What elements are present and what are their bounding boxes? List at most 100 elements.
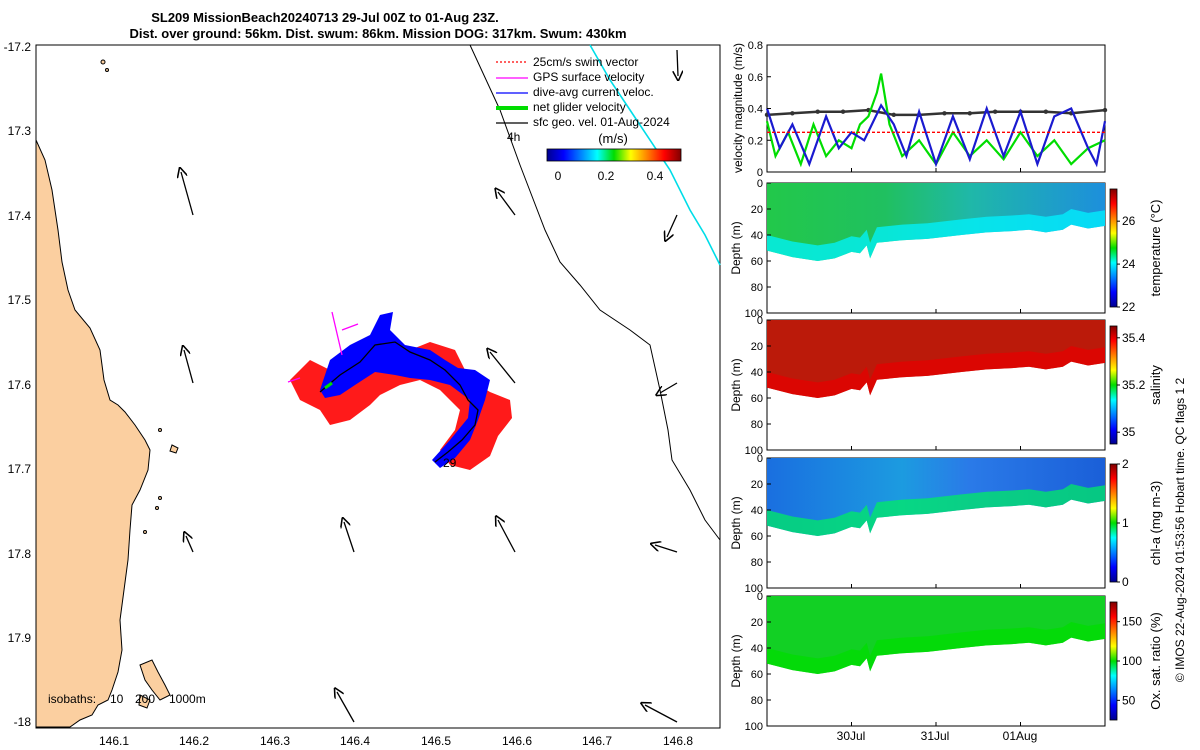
velocity-point [815, 109, 820, 114]
section-ytick: 80 [751, 557, 763, 569]
time-axis: 30Jul 31Jul 01Aug [837, 729, 1038, 743]
footer-credit: © IMOS 22-Aug-2024 01:53:56 Hobart time.… [1173, 378, 1187, 683]
sfc-arrow [337, 692, 355, 723]
map-ytick: 17.9 [8, 631, 32, 645]
section-ytick: 40 [751, 505, 763, 517]
isobath-value: 10 [110, 692, 124, 706]
sfc-arrow [344, 522, 355, 553]
glider-track-group [287, 311, 512, 470]
colorbar-label: temperature (°C) [1148, 200, 1163, 297]
colorbar-label: Ox. sat. ratio (%) [1148, 612, 1163, 710]
isobath-1000 [589, 44, 721, 266]
colorbar-tick: 35.2 [1122, 378, 1146, 392]
section-ylabel: Depth (m) [729, 221, 743, 274]
speed-colorbar-tick: 0.4 [647, 169, 664, 183]
speed-colorbar [546, 148, 682, 162]
sfc-arrow [498, 520, 516, 553]
section-ytick: 60 [751, 256, 763, 268]
sfc-arrow [181, 172, 194, 216]
colorbar-tick: 22 [1122, 300, 1136, 314]
section-ytick: 0 [757, 591, 763, 603]
section-ylabel: Depth (m) [729, 358, 743, 411]
sfc-arrow [498, 192, 516, 216]
map-ytick: -17.2 [4, 40, 32, 54]
velocity-point [1102, 107, 1108, 113]
section-temperature: 0 20 40 60 80 100 Depth (m) 22 24 26 temperature (… [729, 178, 1163, 320]
time-tick: 30Jul [837, 729, 866, 743]
section-ytick: 0 [757, 453, 763, 465]
figure-title-line2: Dist. over ground: 56km. Dist. swum: 86k… [129, 26, 626, 41]
colorbar-tick: 35.4 [1122, 331, 1146, 345]
section-ytick: 100 [745, 308, 763, 320]
map-panel: 29 25cm/s swim vector GPS surface veloci… [4, 40, 721, 748]
isobaths-label: isobaths: [48, 692, 96, 706]
dive-avg-current-cloud [320, 312, 490, 468]
island-1 [139, 659, 171, 701]
section-colorbar [1109, 601, 1118, 721]
figure-title-line1: SL209 MissionBeach20240713 29-Jul 00Z to… [151, 10, 499, 25]
velocity-ytick: 0 [757, 167, 763, 179]
velocity-ylabel: velocity magnitude (m/s) [731, 43, 745, 173]
map-ytick: 17.4 [8, 209, 32, 223]
isobath-200 [469, 44, 721, 541]
map-xtick: 146.8 [663, 734, 693, 748]
section-ytick: 40 [751, 643, 763, 655]
sfc-arrow [186, 536, 194, 553]
sfc-arrow [655, 545, 678, 553]
speed-colorbar-tick: 0 [555, 169, 562, 183]
section-oxygen-saturation: 0 20 40 60 80 100 Depth (m) 50 100 150 Ox. sat. ra… [729, 591, 1163, 733]
velocity-series-sfc-geo [766, 108, 1106, 117]
velocity-point [891, 112, 896, 118]
net-glider-velocity-marks [324, 381, 333, 390]
label-29: 29 [443, 456, 457, 470]
section-ylabel: Depth (m) [729, 634, 743, 687]
section-salinity: 0 20 40 60 80 100 Depth (m) 35 35.2 35.4 salinity [729, 315, 1163, 457]
colorbar-tick: 1 [1122, 516, 1129, 530]
velocity-series-dive-avg-current-veloc- [765, 103, 1107, 168]
map-ytick: 17.5 [8, 293, 32, 307]
section-deep-band [767, 209, 1105, 261]
map-xtick: 146.5 [421, 734, 451, 748]
velocity-point [942, 111, 947, 116]
island-6 [158, 428, 162, 432]
velocity-plot-frame [766, 44, 1106, 173]
colorbar-tick: 150 [1122, 615, 1142, 629]
gps-surface-velocity-arrows [287, 311, 359, 383]
section-ytick: 0 [757, 315, 763, 327]
island-4 [100, 59, 106, 65]
section-ylabel: Depth (m) [729, 496, 743, 549]
colorbar-label: salinity [1148, 365, 1163, 405]
sfc-arrow [184, 350, 194, 384]
velocity-point [840, 109, 846, 114]
label-4h: 4h [507, 130, 520, 144]
sfc-arrow [490, 352, 516, 384]
map-xtick: 146.2 [179, 734, 209, 748]
velocity-y-axis: 0 0.2 0.4 0.6 0.8 [748, 40, 771, 179]
legend-label-sfc: sfc geo. vel. 01-Aug-2024 [533, 115, 670, 129]
section-deep-band [767, 484, 1105, 536]
section-ytick: 80 [751, 419, 763, 431]
glider-track [319, 341, 479, 463]
map-ytick: 17.8 [8, 547, 32, 561]
velocity-ytick: 0.8 [748, 40, 763, 52]
colorbar-tick: 100 [1122, 654, 1142, 668]
sfc-arrow [645, 705, 678, 723]
map-legend: 25cm/s swim vector GPS surface velocity … [496, 55, 670, 144]
island-3 [169, 444, 179, 454]
section-ytick: 20 [751, 479, 763, 491]
colorbar-label: chl-a (mg m-3) [1148, 481, 1163, 566]
island-9 [155, 506, 159, 510]
velocity-point [1043, 109, 1049, 114]
time-tick: 31Jul [921, 729, 950, 743]
velocity-point [790, 111, 795, 116]
map-ytick: -18 [14, 715, 32, 729]
section-ytick: 0 [757, 178, 763, 190]
section-chl-a: 0 20 40 60 80 100 Depth (m) 0 1 2 chl-a (mg m-3) [729, 453, 1163, 595]
section-colorbar [1109, 463, 1118, 583]
velocity-point [992, 109, 998, 114]
section-ytick: 40 [751, 230, 763, 242]
land-mass [35, 139, 151, 728]
sfc-arrow [660, 382, 678, 393]
